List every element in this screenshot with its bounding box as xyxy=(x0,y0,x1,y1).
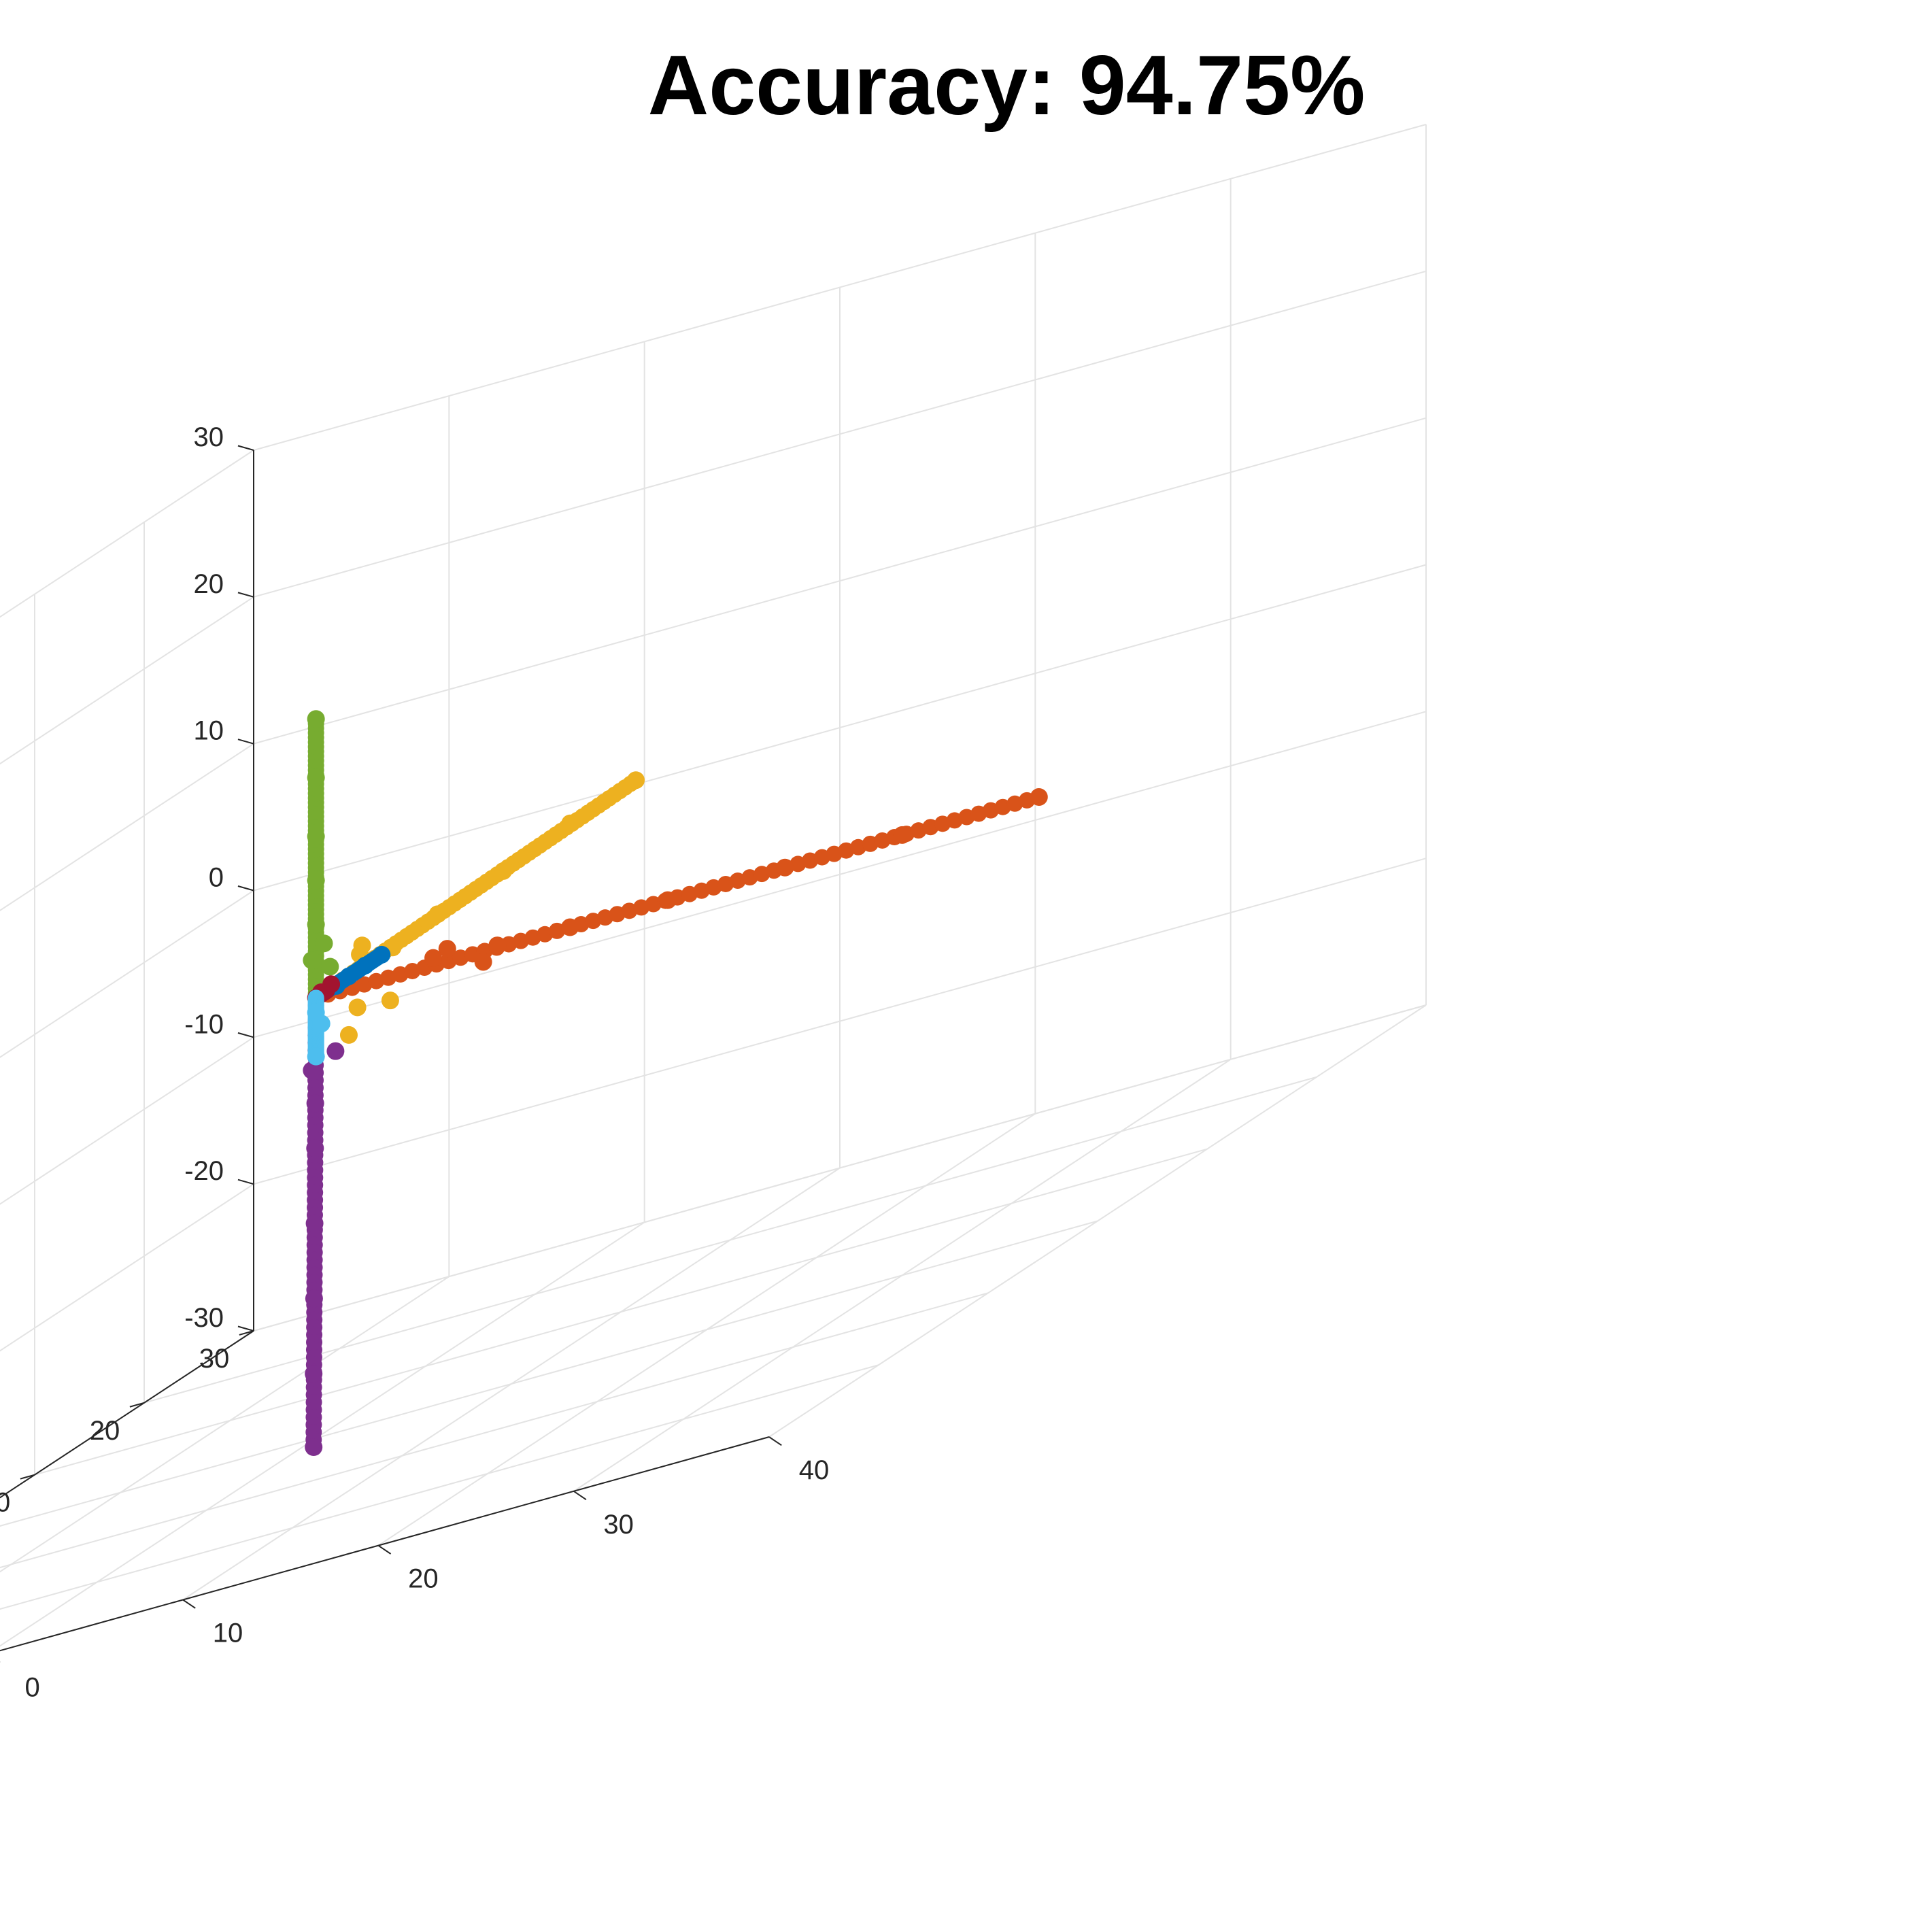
z-tick xyxy=(237,1179,254,1185)
data-point xyxy=(438,940,456,958)
grid-line-floor xyxy=(0,1364,879,1610)
grid-layer xyxy=(0,124,1427,1652)
z-tick-label: 0 xyxy=(209,863,224,893)
series-2 xyxy=(303,710,339,1006)
z-tick xyxy=(237,885,254,892)
data-point xyxy=(348,998,367,1017)
x-tick-label: 30 xyxy=(603,1510,634,1540)
series-1 xyxy=(307,787,1048,1006)
grid-line-floor xyxy=(143,1076,1317,1404)
data-point xyxy=(1030,787,1048,806)
data-point xyxy=(321,957,339,976)
data-point xyxy=(373,945,391,964)
x-tick xyxy=(377,1544,392,1555)
data-point xyxy=(893,826,911,844)
z-tick-label: 10 xyxy=(194,716,224,746)
z-tick xyxy=(237,739,254,745)
data-point xyxy=(312,1015,331,1033)
data-point xyxy=(305,1365,323,1383)
data-point xyxy=(307,827,325,845)
grid-line-side-wall xyxy=(253,124,1427,451)
y-tick xyxy=(129,1402,145,1408)
z-tick-label: -30 xyxy=(184,1303,224,1333)
y-tick-label: 30 xyxy=(199,1344,230,1374)
data-point xyxy=(339,1026,358,1044)
points-layer xyxy=(303,710,1048,1457)
data-point xyxy=(303,1061,321,1079)
data-point xyxy=(305,1214,324,1232)
grid-line-side-wall xyxy=(253,858,1427,1185)
grid-line-floor xyxy=(0,1436,770,1652)
y-tick-label: 10 xyxy=(0,1488,10,1518)
chart-title: Accuracy: 94.75% xyxy=(648,39,1366,133)
data-point xyxy=(326,1042,345,1060)
z-tick-label: -20 xyxy=(184,1156,224,1186)
grid-line-side-wall xyxy=(253,711,1427,1038)
data-point xyxy=(306,1139,324,1157)
x-tick-label: 0 xyxy=(25,1672,40,1702)
data-point xyxy=(339,967,358,985)
data-point xyxy=(307,710,325,728)
x-tick-label: 40 xyxy=(799,1455,830,1485)
series-0 xyxy=(307,771,645,1044)
grid-line-back-wall xyxy=(0,1183,254,1352)
data-point xyxy=(381,992,399,1010)
x-tick-label: 20 xyxy=(408,1564,439,1594)
data-point xyxy=(494,862,513,880)
data-point xyxy=(353,936,371,955)
z-tick xyxy=(237,592,254,598)
data-point xyxy=(305,1289,323,1308)
axes-layer: -20-10010203040-30-20-100102030-30-20-10… xyxy=(0,422,830,1702)
data-point xyxy=(776,858,794,877)
z-tick xyxy=(237,1325,254,1332)
grid-line-floor xyxy=(0,1220,1098,1527)
data-point xyxy=(561,814,579,832)
data-point xyxy=(307,768,325,787)
grid-line-back-wall xyxy=(0,743,254,912)
grid-line-side-wall xyxy=(253,270,1427,598)
x-tick-label: 10 xyxy=(213,1619,243,1648)
data-point xyxy=(356,956,375,975)
data-point xyxy=(305,1438,323,1457)
data-point xyxy=(627,771,645,790)
data-point xyxy=(303,951,321,970)
data-point xyxy=(307,915,325,934)
data-point xyxy=(428,905,447,923)
data-point xyxy=(474,953,492,971)
grid-line-back-wall xyxy=(0,450,254,618)
x-tick xyxy=(768,1436,782,1446)
grid-line-back-wall xyxy=(0,1036,254,1205)
y-tick-label: 20 xyxy=(90,1416,120,1446)
z-tick-label: 30 xyxy=(194,422,224,452)
grid-line-back-wall xyxy=(0,596,254,765)
data-point xyxy=(658,891,677,909)
x-axis-line xyxy=(0,1436,770,1652)
grid-line-floor xyxy=(0,1292,989,1569)
grid-line-floor xyxy=(34,1148,1208,1476)
z-tick xyxy=(237,445,254,451)
grid-line-side-wall xyxy=(253,564,1427,892)
data-point xyxy=(488,936,507,955)
data-point xyxy=(424,949,443,967)
z-tick-label: 20 xyxy=(194,569,224,599)
x-tick xyxy=(573,1491,587,1500)
data-point xyxy=(307,871,325,889)
grid-line-side-wall xyxy=(253,417,1427,745)
x-tick xyxy=(182,1599,196,1609)
series-6 xyxy=(307,989,331,1066)
grid-line-floor xyxy=(253,1004,1427,1332)
data-point xyxy=(306,1094,324,1113)
z-tick xyxy=(237,1032,254,1038)
y-tick xyxy=(239,1330,254,1336)
y-tick xyxy=(20,1474,35,1480)
data-point xyxy=(561,918,579,936)
z-tick-label: -10 xyxy=(184,1009,224,1039)
data-point xyxy=(307,1047,325,1066)
data-point xyxy=(315,934,333,953)
grid-line-back-wall xyxy=(0,889,254,1058)
